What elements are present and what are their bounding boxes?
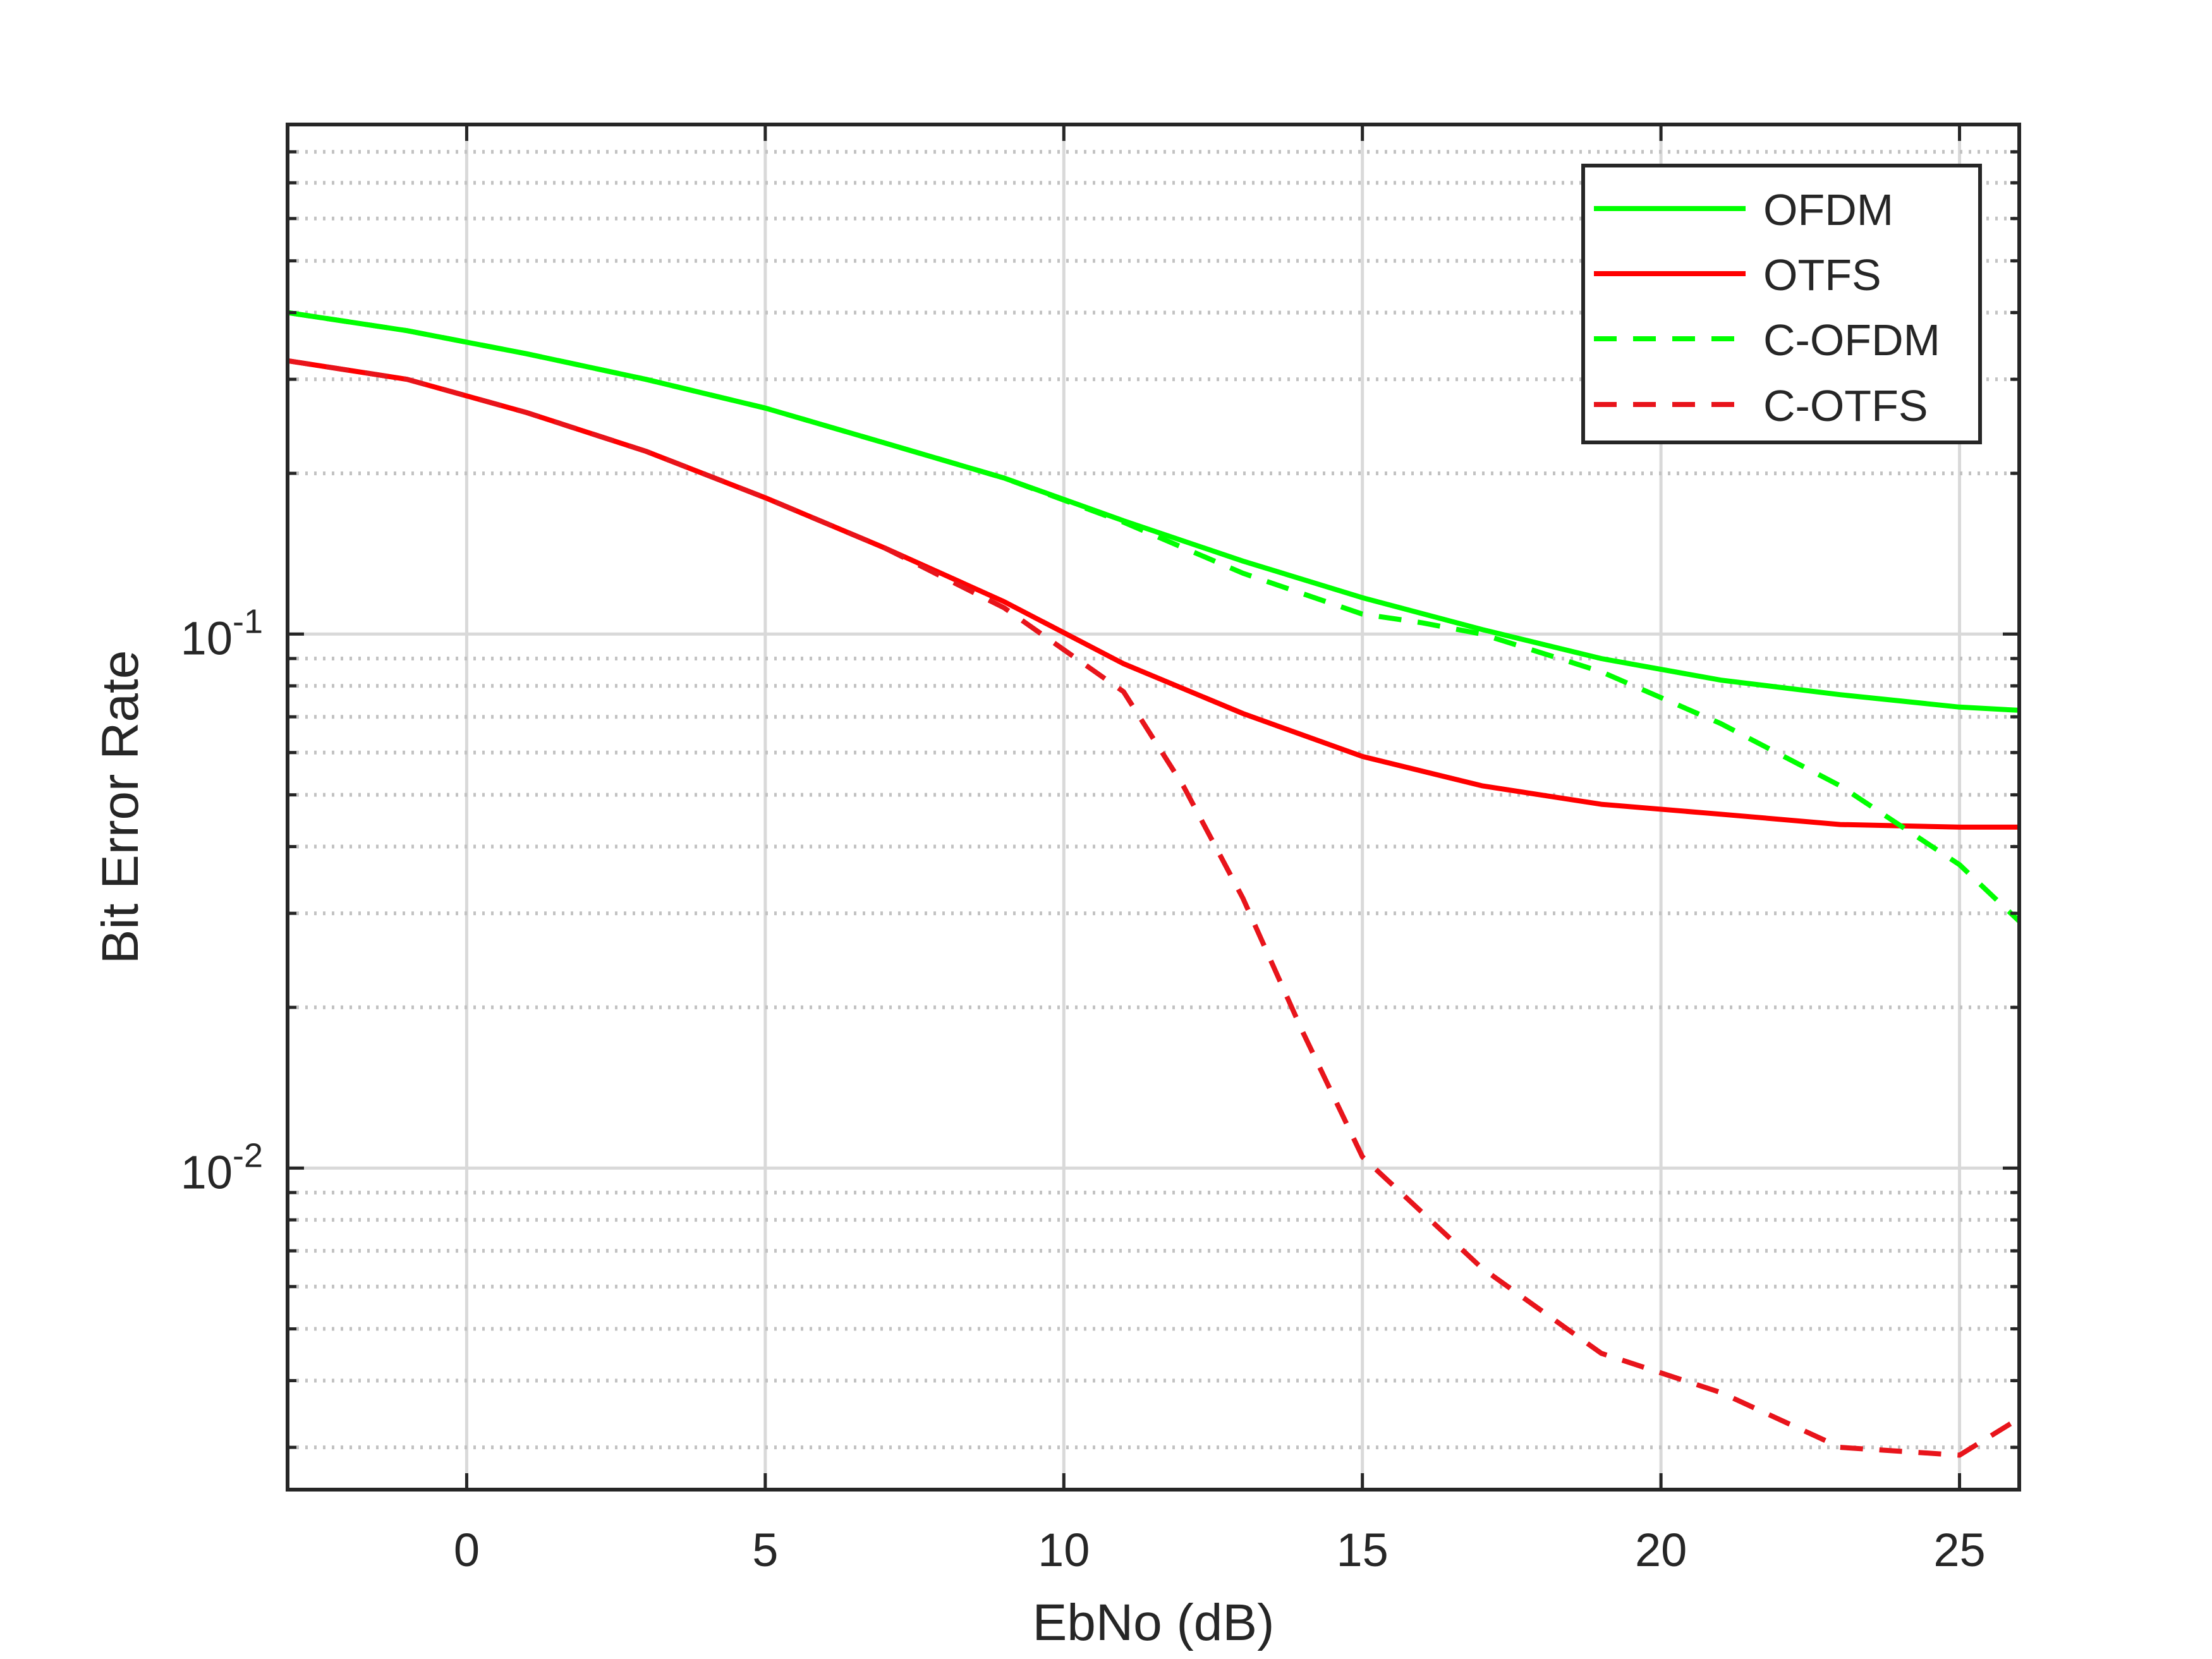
- y-tick-label-exponent: -2: [233, 1136, 263, 1174]
- legend-label-c-ofdm: C-OFDM: [1763, 315, 1940, 365]
- series-line-otfs: [287, 358, 2019, 830]
- x-tick-label: 15: [1337, 1524, 1389, 1576]
- y-tick-label-exponent: -1: [233, 602, 263, 640]
- legend-label-ofdm: OFDM: [1763, 185, 1893, 234]
- y-axis-label: Bit Error Rate: [92, 650, 149, 964]
- legend-label-c-otfs: C-OTFS: [1763, 381, 1928, 430]
- legend-label-otfs: OTFS: [1763, 250, 1881, 300]
- y-tick-label: 10-1: [181, 602, 263, 664]
- x-tick-label: 20: [1635, 1524, 1687, 1576]
- legend: OFDM OTFS C-OFDM C-OTFS: [1581, 164, 1982, 444]
- legend-box: [1581, 164, 1982, 444]
- y-tick-label-base: 10: [181, 1146, 233, 1198]
- x-axis-label: EbNo (dB): [1033, 1594, 1275, 1651]
- series-line-ofdm: [287, 310, 2020, 713]
- series-line-c-otfs: [287, 358, 2021, 1458]
- x-tick-labels: 0 5 10 15 20 25: [454, 1524, 1986, 1576]
- x-tick-label: 25: [1933, 1524, 1985, 1576]
- series-line-c-ofdm: [287, 310, 2021, 923]
- y-tick-label-base: 10: [181, 612, 233, 664]
- axes-box: [286, 123, 2021, 1492]
- series-lines: [287, 310, 2021, 1458]
- x-tick-label: 5: [752, 1524, 778, 1576]
- x-tick-label: 0: [454, 1524, 480, 1576]
- y-tick-labels: 10-110-2: [181, 602, 263, 1198]
- x-tick-label: 10: [1038, 1524, 1090, 1576]
- y-tick-label: 10-2: [181, 1136, 263, 1198]
